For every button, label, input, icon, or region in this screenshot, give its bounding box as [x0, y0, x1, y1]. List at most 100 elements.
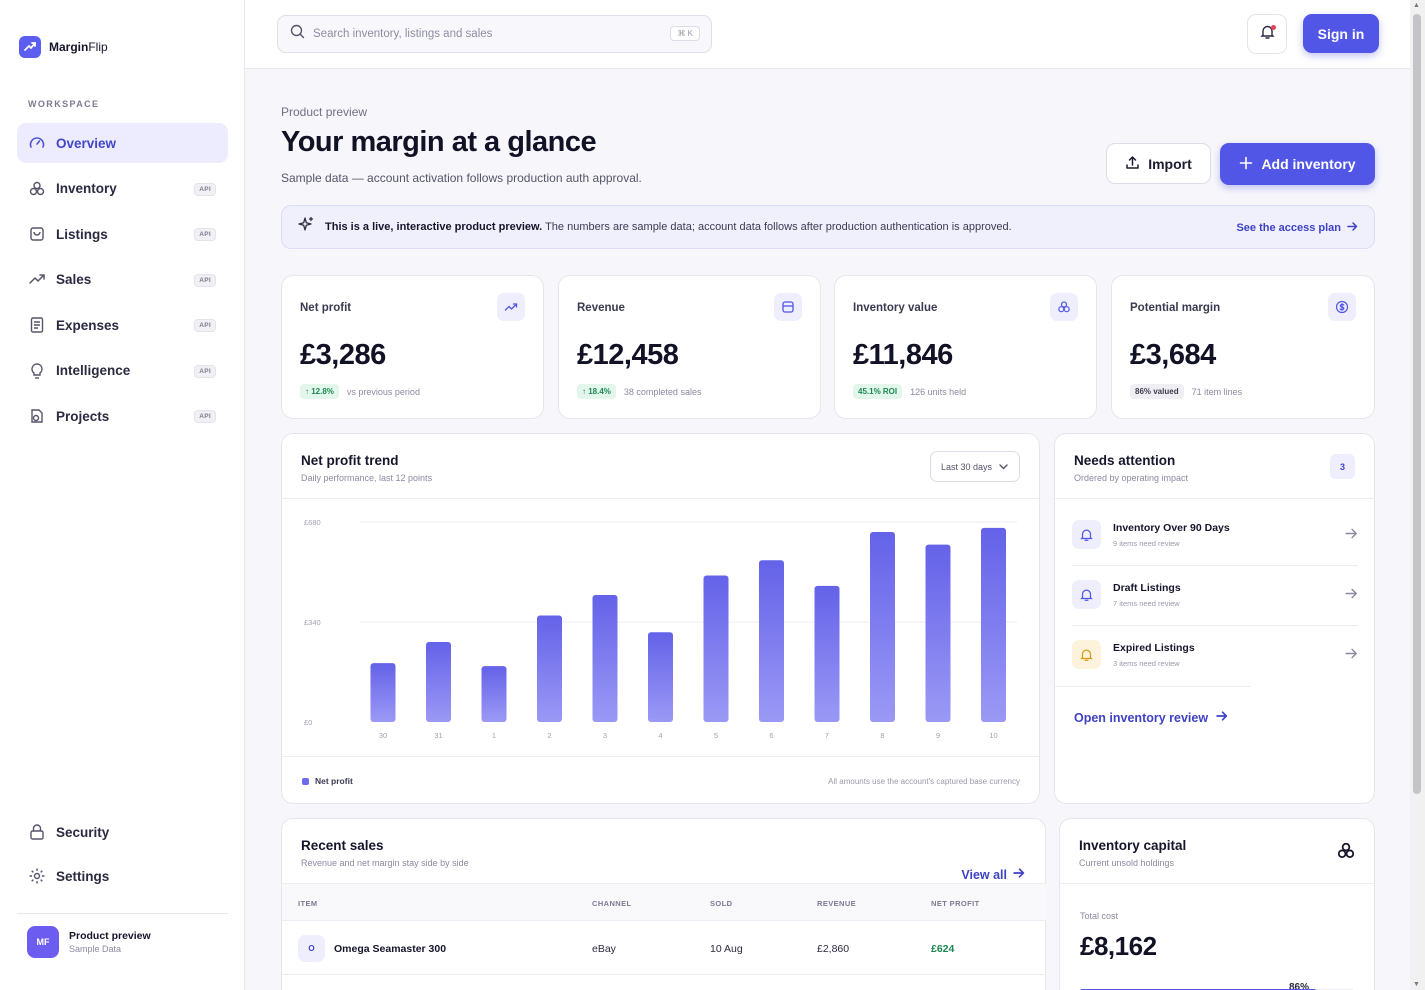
page-subtitle: Sample data — account activation follows… — [281, 171, 642, 185]
kpi-card-inventory-value: Inventory value £11,846 45.1% ROI 126 uni… — [834, 275, 1097, 419]
import-button[interactable]: Import — [1106, 143, 1211, 184]
total-cost-label: Total cost — [1080, 911, 1119, 921]
dollar-circle-icon — [1328, 293, 1356, 321]
kpi-value: £3,684 — [1130, 339, 1216, 371]
chart-bar[interactable] — [870, 532, 895, 722]
banner-text: This is a live, interactive product prev… — [325, 221, 1012, 233]
chart-bar[interactable] — [814, 585, 840, 722]
add-inventory-button[interactable]: Add inventory — [1220, 143, 1375, 185]
bell-icon — [1072, 580, 1101, 609]
delta-badge: ↑ 18.4% — [577, 384, 616, 399]
range-value: Last 30 days — [941, 461, 993, 472]
receipt-icon — [27, 315, 47, 335]
recent-sales-card: Recent sales Revenue and net margin stay… — [281, 818, 1046, 990]
card-subtitle: Ordered by operating impact — [1074, 473, 1189, 483]
chart-bar[interactable] — [426, 642, 451, 722]
arrow-right-icon — [1347, 221, 1358, 235]
chart-bar[interactable] — [592, 594, 618, 722]
attention-title: Inventory Over 90 Days — [1113, 522, 1230, 534]
search-input[interactable]: Search inventory, listings and sales ⌘ K — [277, 15, 712, 53]
wallet-icon — [774, 293, 802, 321]
notifications-button[interactable] — [1247, 14, 1287, 54]
chart-bar[interactable] — [537, 615, 562, 722]
scroll-up-icon[interactable]: ▲ — [1413, 2, 1420, 9]
bell-icon — [1072, 640, 1101, 669]
x-tick-label: 30 — [379, 731, 387, 740]
section-label: WORKSPACE — [28, 99, 100, 109]
sidebar-item-overview[interactable]: Overview — [17, 123, 228, 163]
y-tick-label: £0 — [304, 718, 312, 727]
api-badge: API — [194, 364, 216, 378]
kpi-footer: 86% valued 71 item lines — [1130, 384, 1242, 399]
sidebar-item-expenses[interactable]: Expenses API — [17, 305, 228, 345]
sidebar-item-inventory[interactable]: Inventory API — [17, 169, 228, 209]
gear-icon — [27, 866, 47, 886]
card-title: Recent sales — [301, 838, 384, 853]
bottom-nav: Security Settings — [17, 812, 228, 900]
kpi-label: Net profit — [300, 302, 352, 314]
sale-channel: eBay — [592, 943, 616, 955]
sidebar-item-projects[interactable]: Projects API — [17, 396, 228, 436]
bell-icon — [1072, 520, 1101, 549]
sidebar-item-label: Overview — [56, 135, 117, 151]
sidebar-item-label: Inventory — [56, 181, 117, 196]
page-scrollbar[interactable]: ▲ ▼ — [1410, 0, 1425, 990]
sales-table-header: ITEM CHANNEL SOLD REVENUE NET PROFIT — [282, 883, 1046, 921]
sidebar-item-label: Security — [56, 824, 110, 840]
x-tick-label: 3 — [603, 731, 607, 740]
card-divider — [282, 498, 1039, 499]
shortcut-hint: ⌘ K — [670, 26, 700, 41]
x-tick-label: 7 — [825, 731, 829, 740]
attention-count-badge: 3 — [1330, 454, 1355, 479]
preview-banner: This is a live, interactive product prev… — [281, 205, 1375, 249]
y-tick-label: £340 — [304, 618, 321, 627]
chart-bar[interactable] — [925, 544, 951, 722]
sign-in-button[interactable]: Sign in — [1303, 14, 1379, 53]
sidebar-item-intelligence[interactable]: Intelligence API — [17, 351, 228, 391]
card-divider — [282, 756, 1039, 757]
x-tick-label: 5 — [714, 731, 718, 740]
attention-item[interactable]: Expired Listings 3 items need review — [1072, 626, 1358, 686]
access-plan-link[interactable]: See the access plan — [1236, 221, 1358, 235]
valued-badge: 86% valued — [1130, 384, 1184, 399]
brand-logo[interactable]: MarginFlip — [19, 36, 108, 58]
arrow-right-icon — [1345, 647, 1358, 665]
trend-up-icon — [27, 270, 47, 290]
profile-card[interactable]: MF Product preview Sample Data — [27, 926, 151, 958]
attention-item[interactable]: Inventory Over 90 Days 9 items need revi… — [1072, 506, 1358, 566]
sidebar-item-security[interactable]: Security — [17, 812, 228, 852]
net-profit-chart: £680 £340 £0 30 31 1 2 3 4 5 6 7 8 9 10 — [304, 518, 1017, 740]
scroll-down-icon[interactable]: ▼ — [1413, 981, 1420, 988]
kpi-card-net-profit: Net profit £3,286 ↑ 12.8% vs previous per… — [281, 275, 544, 419]
chart-bar[interactable] — [703, 575, 729, 722]
card-title: Net profit trend — [301, 453, 399, 468]
x-tick-label: 1 — [492, 731, 496, 740]
scroll-thumb[interactable] — [1413, 14, 1421, 794]
legend-label: Net profit — [315, 776, 353, 786]
roi-badge: 45.1% ROI — [853, 384, 903, 399]
card-title: Inventory capital — [1079, 838, 1187, 853]
chart-bar[interactable] — [648, 632, 673, 722]
sidebar-divider — [17, 913, 228, 914]
chart-bar[interactable] — [981, 527, 1006, 722]
notification-dot — [1271, 25, 1276, 30]
card-subtitle: Daily performance, last 12 points — [301, 473, 433, 483]
search-icon — [290, 24, 305, 44]
chart-bar[interactable] — [759, 560, 784, 722]
bag-icon — [27, 224, 47, 244]
range-select[interactable]: Last 30 days — [930, 451, 1020, 482]
sidebar-item-label: Expenses — [56, 317, 120, 333]
sidebar-item-settings[interactable]: Settings — [17, 856, 228, 896]
chart-bar[interactable] — [370, 663, 396, 722]
api-badge: API — [194, 228, 216, 241]
open-inventory-review-link[interactable]: Open inventory review — [1074, 710, 1228, 725]
chart-bar[interactable] — [481, 666, 507, 722]
view-all-link[interactable]: View all — [961, 867, 1025, 882]
sidebar-item-sales[interactable]: Sales API — [17, 260, 228, 300]
attention-item[interactable]: Draft Listings 7 items need review — [1072, 566, 1358, 626]
sidebar-item-label: Sales — [56, 272, 92, 287]
table-row[interactable]: O Omega Seamaster 300 eBay 10 Aug £2,860… — [282, 921, 1046, 975]
sidebar-item-listings[interactable]: Listings API — [17, 214, 228, 254]
column-header: REVENUE — [817, 899, 857, 908]
